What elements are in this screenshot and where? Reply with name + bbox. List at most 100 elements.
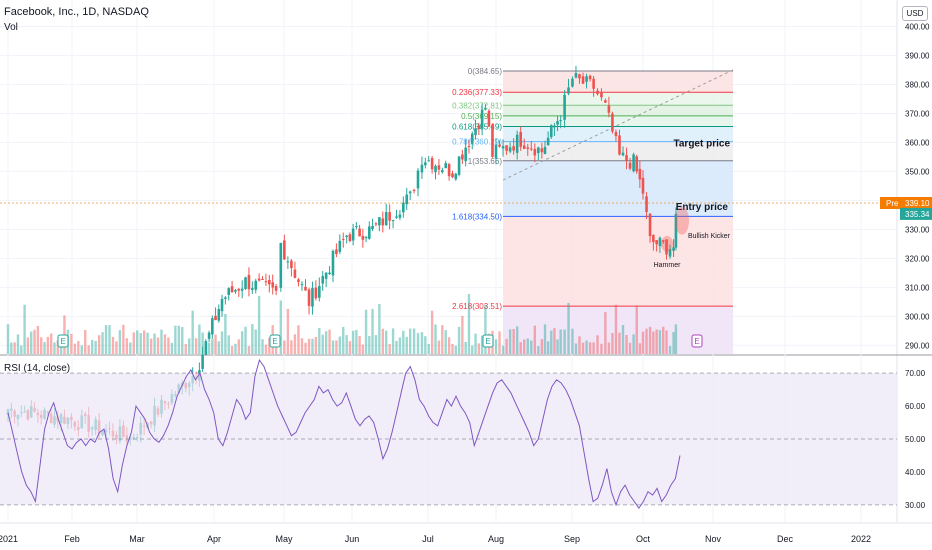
hammer-highlight — [661, 235, 673, 252]
volume-bar — [56, 340, 60, 354]
candle-body — [559, 120, 562, 122]
candle-body — [268, 279, 271, 285]
candle-body — [618, 135, 621, 155]
volume-bar — [416, 333, 420, 354]
annotation-target-price: Target price — [674, 138, 731, 149]
volume-bar — [592, 342, 595, 354]
candle-body — [240, 288, 244, 291]
volume-bar — [211, 339, 214, 354]
volume-bar — [618, 332, 621, 354]
volume-bar — [40, 337, 43, 354]
candle-body — [519, 131, 523, 147]
volume-bar — [668, 345, 672, 354]
volume-bar — [73, 343, 77, 354]
volume-bar — [467, 294, 471, 354]
volume-bar — [217, 341, 220, 354]
candle-body — [338, 240, 342, 252]
candle-body — [321, 276, 325, 284]
candle-body — [652, 235, 655, 243]
volume-label: Vol — [4, 22, 18, 33]
volume-bar — [90, 339, 94, 354]
volume-bar — [385, 330, 388, 354]
fib-level-label: 0.236(377.33) — [452, 88, 502, 97]
candle-body — [515, 134, 519, 153]
candle-body — [358, 228, 361, 237]
volume-bar — [300, 338, 304, 354]
volume-bar — [136, 330, 139, 354]
candle-body — [526, 147, 530, 149]
candle-body — [600, 92, 603, 98]
volume-bar — [118, 330, 122, 354]
fib-zone — [503, 70, 733, 93]
candle-body — [251, 288, 254, 290]
volume-bar — [447, 337, 451, 354]
candle-body — [405, 194, 409, 205]
time-tick-label: Sep — [564, 534, 580, 544]
volume-bar — [480, 335, 484, 354]
volume-bar — [625, 334, 628, 354]
volume-bar — [297, 325, 300, 354]
candle-body — [556, 121, 559, 125]
volume-bar — [122, 324, 125, 354]
last-price-badge — [900, 207, 932, 220]
candle-body — [345, 235, 348, 238]
candle-body — [505, 145, 508, 151]
candle-body — [553, 125, 556, 128]
candle-body — [420, 164, 424, 173]
fib-zone — [503, 105, 733, 116]
candle-body — [224, 297, 227, 299]
volume-bar — [207, 342, 211, 354]
volume-bar — [543, 324, 547, 354]
candle-body — [533, 148, 537, 156]
volume-bar — [125, 338, 129, 354]
earnings-marker — [482, 334, 494, 348]
candle-body — [574, 73, 578, 78]
time-tick-label: Aug — [488, 534, 504, 544]
volume-bar — [80, 345, 83, 354]
volume-bar — [461, 315, 464, 354]
candle-body — [543, 146, 547, 155]
volume-bar — [672, 331, 675, 354]
candle-body — [335, 249, 338, 255]
candle-body — [621, 152, 625, 156]
candle-body — [244, 277, 247, 290]
volume-bar — [553, 328, 556, 354]
candle-body — [501, 146, 505, 149]
pre-market-badge — [880, 196, 932, 209]
candle-body — [351, 228, 355, 241]
volume-bar — [268, 337, 271, 354]
candle-body — [300, 284, 304, 286]
price-tick-label: 320.00 — [905, 254, 930, 263]
volume-bar — [6, 324, 10, 354]
candle-body — [371, 225, 374, 230]
volume-bar — [655, 329, 658, 354]
currency-button[interactable]: USD — [902, 6, 928, 21]
volume-bar — [132, 332, 135, 354]
volume-bar — [398, 337, 402, 354]
candle-body — [592, 78, 595, 89]
candle-body — [217, 309, 221, 321]
candle-body — [286, 261, 290, 263]
volume-bar — [494, 339, 498, 354]
candle-body — [402, 202, 405, 213]
volume-bar — [290, 340, 293, 354]
candle-body — [424, 162, 427, 166]
candle-body — [368, 226, 371, 239]
candle-body — [408, 191, 412, 194]
volume-bar — [381, 328, 384, 354]
volume-bar — [240, 331, 244, 354]
volume-bar — [604, 312, 607, 354]
candle-body — [668, 249, 672, 257]
volume-bar — [648, 326, 652, 354]
volume-bar — [641, 331, 645, 354]
volume-bar — [457, 326, 461, 354]
candle-body — [304, 286, 307, 291]
volume-bar — [30, 331, 33, 354]
earnings-marker — [57, 334, 69, 348]
volume-bar — [247, 345, 251, 354]
candle-body — [655, 240, 658, 245]
volume-bar — [533, 325, 537, 354]
volume-bar — [567, 302, 570, 354]
volume-bar — [342, 326, 345, 354]
volume-bar — [451, 343, 454, 354]
